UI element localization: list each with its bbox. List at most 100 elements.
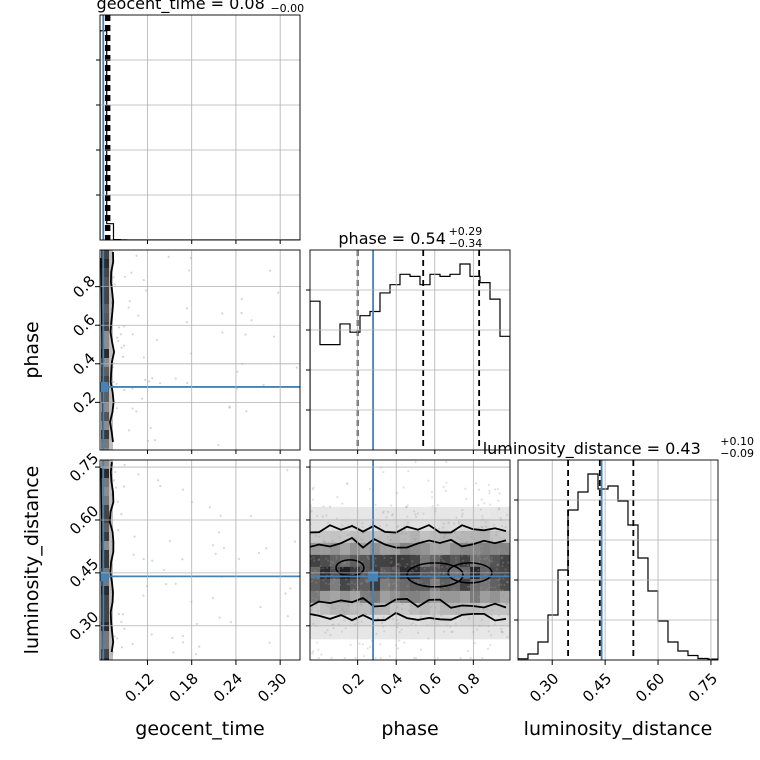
scatter-point	[352, 588, 355, 591]
scatter-point	[165, 583, 168, 586]
scatter-point	[453, 587, 456, 590]
density-cell	[101, 268, 109, 277]
density-cell	[430, 578, 441, 592]
density-cell	[320, 506, 331, 520]
contour-line	[108, 461, 115, 653]
scatter-point	[144, 289, 148, 292]
density-cell	[400, 542, 411, 556]
scatter-point	[151, 377, 154, 380]
density-cell	[360, 554, 371, 568]
scatter-point	[377, 601, 380, 604]
scatter-point	[488, 559, 491, 562]
scatter-point	[477, 569, 480, 572]
scatter-point	[434, 551, 438, 555]
scatter-point	[144, 378, 147, 382]
scatter-point	[321, 515, 324, 518]
density-cell	[430, 602, 441, 616]
scatter-point	[397, 592, 401, 595]
scatter-point	[153, 439, 157, 442]
density-cell	[490, 506, 501, 520]
y-tick-label-luminosity_distance: 0.60	[66, 502, 102, 538]
density-cell	[101, 439, 109, 448]
scatter-point	[370, 569, 373, 572]
scatter-point	[391, 617, 395, 620]
density-cell	[490, 590, 501, 604]
scatter-point	[457, 578, 460, 581]
scatter-point	[481, 545, 484, 548]
scatter-point	[443, 535, 446, 539]
scatter-point	[437, 611, 440, 614]
scatter-point	[310, 609, 313, 612]
scatter-point	[406, 584, 409, 588]
density-cell	[390, 578, 401, 592]
scatter-point	[311, 606, 314, 609]
scatter-point	[119, 333, 122, 336]
scatter-point	[400, 607, 404, 610]
scatter-point	[332, 581, 335, 584]
scatter-point	[398, 630, 401, 634]
scatter-point	[317, 558, 321, 561]
scatter-point	[420, 580, 423, 583]
panel-phase-vs-geocent_time	[100, 250, 300, 450]
scatter-point	[462, 530, 465, 534]
scatter-point	[492, 523, 495, 527]
density-cell	[101, 376, 109, 385]
scatter-point	[390, 595, 393, 598]
density-cell	[320, 602, 331, 616]
x-tick-label-phase: 0.2	[338, 670, 368, 700]
density-cell	[470, 518, 481, 532]
density-cell	[450, 518, 461, 532]
scatter-point	[385, 524, 388, 527]
scatter-point	[315, 598, 318, 601]
scatter-point	[286, 469, 289, 472]
scatter-point	[413, 656, 416, 660]
scatter-point	[488, 583, 491, 586]
scatter-point	[455, 596, 458, 599]
scatter-point	[397, 622, 400, 625]
density-cell	[101, 559, 109, 568]
scatter-point	[504, 526, 507, 529]
scatter-point	[501, 631, 504, 634]
scatter-point	[505, 580, 509, 584]
density-cell	[340, 518, 351, 532]
scatter-point	[335, 555, 338, 558]
scatter-point	[504, 590, 507, 594]
density-cell	[460, 506, 471, 520]
density-cell	[101, 622, 109, 631]
scatter-point	[311, 579, 314, 583]
scatter-point	[469, 656, 472, 660]
scatter-point	[361, 643, 364, 646]
scatter-point	[444, 533, 447, 536]
scatter-point	[353, 548, 356, 551]
x-tick-label-geocent_time: 0.30	[254, 670, 290, 706]
scatter-point	[343, 619, 346, 622]
density-cell	[310, 602, 321, 616]
title-text: phase = 0.54	[338, 229, 445, 248]
scatter-point	[329, 634, 332, 637]
density-cell	[410, 590, 421, 604]
density-cell	[440, 530, 451, 544]
scatter-point	[217, 531, 221, 534]
scatter-point	[359, 603, 362, 606]
scatter-point	[340, 630, 343, 633]
scatter-point	[480, 586, 483, 590]
scatter-point	[439, 557, 443, 560]
scatter-point	[466, 594, 470, 598]
scatter-point	[341, 524, 344, 527]
x-tick-label-luminosity_distance: 0.45	[579, 670, 615, 706]
scatter-point	[322, 579, 325, 582]
panel-frame	[99, 249, 301, 451]
histogram-luminosity_distance	[518, 460, 718, 660]
scatter-point	[495, 568, 498, 571]
density-cell	[330, 590, 341, 604]
scatter-point	[322, 551, 326, 554]
scatter-point	[498, 597, 502, 601]
scatter-point	[441, 582, 444, 585]
scatter-point	[284, 592, 287, 595]
y-tick-label-phase: 0.6	[69, 311, 99, 341]
scatter-point	[310, 608, 313, 612]
density-cell	[101, 331, 109, 340]
scatter-point	[474, 583, 477, 586]
scatter-point	[499, 516, 502, 520]
panel-content	[310, 460, 510, 660]
